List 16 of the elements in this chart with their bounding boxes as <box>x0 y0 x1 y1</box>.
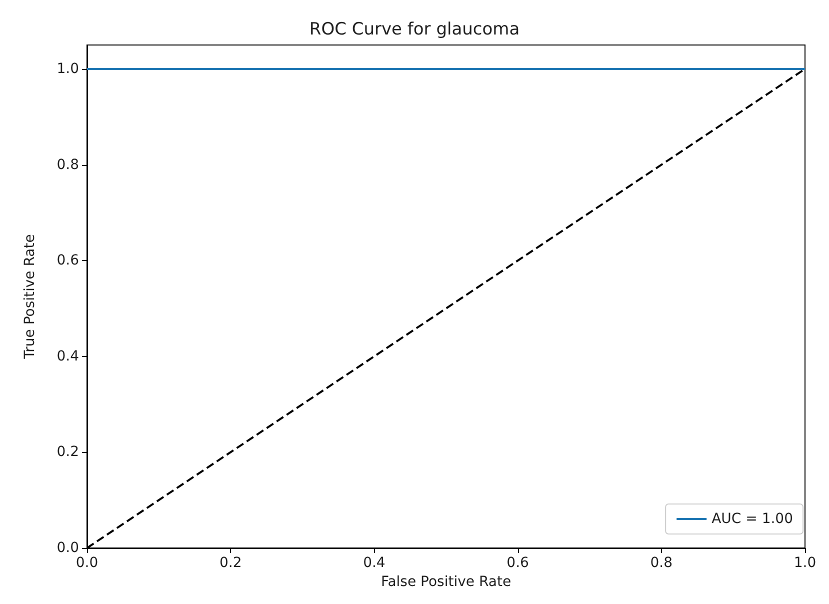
x-tick-label: 0.4 <box>363 555 386 571</box>
y-tick-label: 1.0 <box>56 60 79 77</box>
x-tick-label: 0.0 <box>76 555 98 571</box>
x-tick-label: 0.6 <box>506 555 530 571</box>
x-tick-label: 0.8 <box>650 555 673 571</box>
y-axis-title: True Positive Rate <box>22 234 38 360</box>
y-tick-label: 0.8 <box>56 156 79 173</box>
legend-label: AUC = 1.00 <box>712 511 794 527</box>
x-tick-label: 0.2 <box>219 555 242 571</box>
y-tick-label: 0.2 <box>56 444 79 460</box>
y-tick-label: 0.0 <box>56 540 79 556</box>
y-tick-label: 0.4 <box>56 348 80 364</box>
x-axis-title: False Positive Rate <box>380 574 512 590</box>
x-tick-label: 1.0 <box>794 555 816 571</box>
chart-title: ROC Curve for glaucoma <box>309 20 520 40</box>
y-tick-label: 0.6 <box>56 252 80 269</box>
